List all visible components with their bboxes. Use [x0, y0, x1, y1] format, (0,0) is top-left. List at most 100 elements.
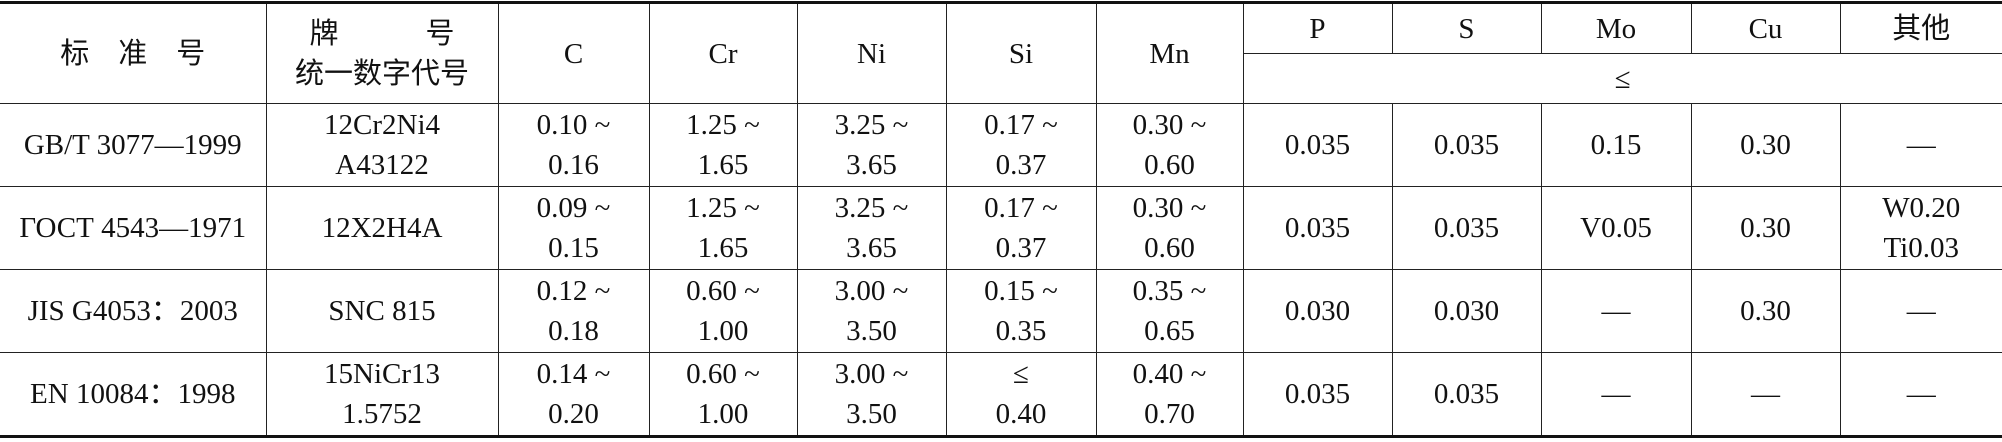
cell-text: Ti0.03: [1841, 228, 2002, 268]
table-cell: 0.35 ~0.65: [1096, 270, 1243, 353]
cell-text: 0.10 ~: [499, 105, 649, 145]
cell-text: 3.65: [798, 228, 946, 268]
table-cell: ГОСТ 4543—1971: [0, 187, 266, 270]
header-cell: P: [1243, 3, 1392, 54]
table-cell: —: [1840, 104, 2002, 187]
cell-text: 其他: [1841, 9, 2002, 49]
cell-text: 15NiCr13: [267, 354, 498, 394]
table-cell: 0.09 ~0.15: [498, 187, 649, 270]
table-cell: —: [1840, 353, 2002, 437]
header-cell: Mn: [1096, 3, 1243, 104]
table-cell: 0.035: [1243, 104, 1392, 187]
cell-text: 1.25 ~: [650, 188, 797, 228]
cell-text: 0.60: [1097, 145, 1243, 185]
cell-text: Mn: [1097, 34, 1243, 74]
cell-text: Mo: [1542, 9, 1691, 49]
cell-text: 0.60: [1097, 228, 1243, 268]
cell-text: 3.65: [798, 145, 946, 185]
table-cell: 0.30: [1691, 187, 1840, 270]
cell-text: EN 10084：1998: [0, 374, 266, 414]
cell-text: 牌 号: [267, 14, 498, 54]
cell-text: 0.30: [1692, 291, 1840, 331]
cell-text: 1.65: [650, 145, 797, 185]
header-cell: Cu: [1691, 3, 1840, 54]
cell-text: 0.30: [1692, 208, 1840, 248]
cell-text: 0.035: [1244, 125, 1392, 165]
cell-text: 12Cr2Ni4: [267, 105, 498, 145]
table-cell: 0.60 ~1.00: [649, 353, 797, 437]
cell-text: GB/T 3077—1999: [0, 125, 266, 165]
table-cell: 0.30 ~0.60: [1096, 104, 1243, 187]
cell-text: —: [1542, 374, 1691, 414]
cell-text: 0.20: [499, 394, 649, 434]
cell-text: 0.37: [947, 228, 1096, 268]
table-cell: EN 10084：1998: [0, 353, 266, 437]
cell-text: 标 准 号: [0, 34, 266, 74]
cell-text: C: [499, 34, 649, 74]
table-cell: 0.10 ~0.16: [498, 104, 649, 187]
table-cell: 0.035: [1243, 187, 1392, 270]
cell-text: 0.09 ~: [499, 188, 649, 228]
cell-text: W0.20: [1841, 188, 2002, 228]
cell-text: 0.17 ~: [947, 188, 1096, 228]
table-cell: 3.00 ~3.50: [797, 353, 946, 437]
cell-text: 0.40: [947, 394, 1096, 434]
cell-text: Si: [947, 34, 1096, 74]
cell-text: 0.030: [1244, 291, 1392, 331]
table-cell: 0.30: [1691, 270, 1840, 353]
table-cell: V0.05: [1541, 187, 1691, 270]
cell-text: 12Х2Н4А: [267, 208, 498, 248]
table-cell: 0.14 ~0.20: [498, 353, 649, 437]
header-cell: Cr: [649, 3, 797, 104]
cell-text: 3.00 ~: [798, 354, 946, 394]
cell-text: 0.18: [499, 311, 649, 351]
cell-text: 1.00: [650, 394, 797, 434]
cell-text: 0.70: [1097, 394, 1243, 434]
table-cell: 1.25 ~1.65: [649, 104, 797, 187]
table-cell: 0.17 ~0.37: [946, 104, 1096, 187]
table-cell: 0.035: [1392, 104, 1541, 187]
cell-text: 0.15: [499, 228, 649, 268]
cell-text: 0.15: [1542, 125, 1691, 165]
cell-text: 0.12 ~: [499, 271, 649, 311]
cell-text: ≤: [947, 354, 1096, 394]
table-cell: 0.60 ~1.00: [649, 270, 797, 353]
cell-text: 0.30: [1692, 125, 1840, 165]
cell-text: 0.035: [1393, 125, 1541, 165]
cell-text: 统一数字代号: [267, 54, 498, 94]
table-cell: 0.12 ~0.18: [498, 270, 649, 353]
cell-text: Cr: [650, 34, 797, 74]
header-cell: Si: [946, 3, 1096, 104]
table-cell: —: [1691, 353, 1840, 437]
table-cell: 0.035: [1243, 353, 1392, 437]
table-cell: 0.030: [1243, 270, 1392, 353]
cell-text: —: [1692, 374, 1840, 414]
cell-text: 0.65: [1097, 311, 1243, 351]
cell-text: ГОСТ 4543—1971: [0, 208, 266, 248]
cell-text: —: [1841, 291, 2002, 331]
cell-text: 3.25 ~: [798, 105, 946, 145]
cell-text: —: [1841, 374, 2002, 414]
table-cell: 12Х2Н4А: [266, 187, 498, 270]
cell-text: 1.25 ~: [650, 105, 797, 145]
table-cell: 3.00 ~3.50: [797, 270, 946, 353]
cell-text: Ni: [798, 34, 946, 74]
header-cell: 其他: [1840, 3, 2002, 54]
cell-text: 0.035: [1244, 374, 1392, 414]
header-cell: 牌 号统一数字代号: [266, 3, 498, 104]
cell-text: 3.25 ~: [798, 188, 946, 228]
cell-text: 0.035: [1244, 208, 1392, 248]
table-cell: 0.30 ~0.60: [1096, 187, 1243, 270]
table-cell: 0.15: [1541, 104, 1691, 187]
table-cell: 0.40 ~0.70: [1096, 353, 1243, 437]
table-cell: 3.25 ~3.65: [797, 187, 946, 270]
header-cell: ≤: [1243, 54, 2002, 104]
